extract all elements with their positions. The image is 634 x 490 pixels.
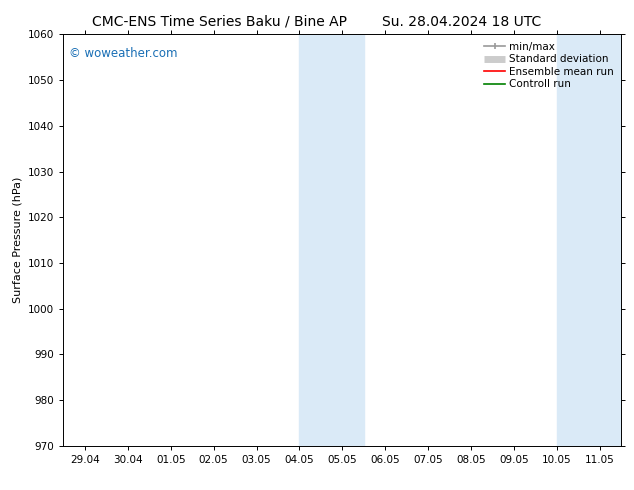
Text: © woweather.com: © woweather.com [69, 47, 178, 60]
Legend: min/max, Standard deviation, Ensemble mean run, Controll run: min/max, Standard deviation, Ensemble me… [480, 37, 618, 94]
Bar [299, 34, 364, 446]
Y-axis label: Surface Pressure (hPa): Surface Pressure (hPa) [13, 177, 23, 303]
Bar [557, 34, 621, 446]
Text: CMC-ENS Time Series Baku / Bine AP        Su. 28.04.2024 18 UTC: CMC-ENS Time Series Baku / Bine AP Su. 2… [93, 15, 541, 29]
